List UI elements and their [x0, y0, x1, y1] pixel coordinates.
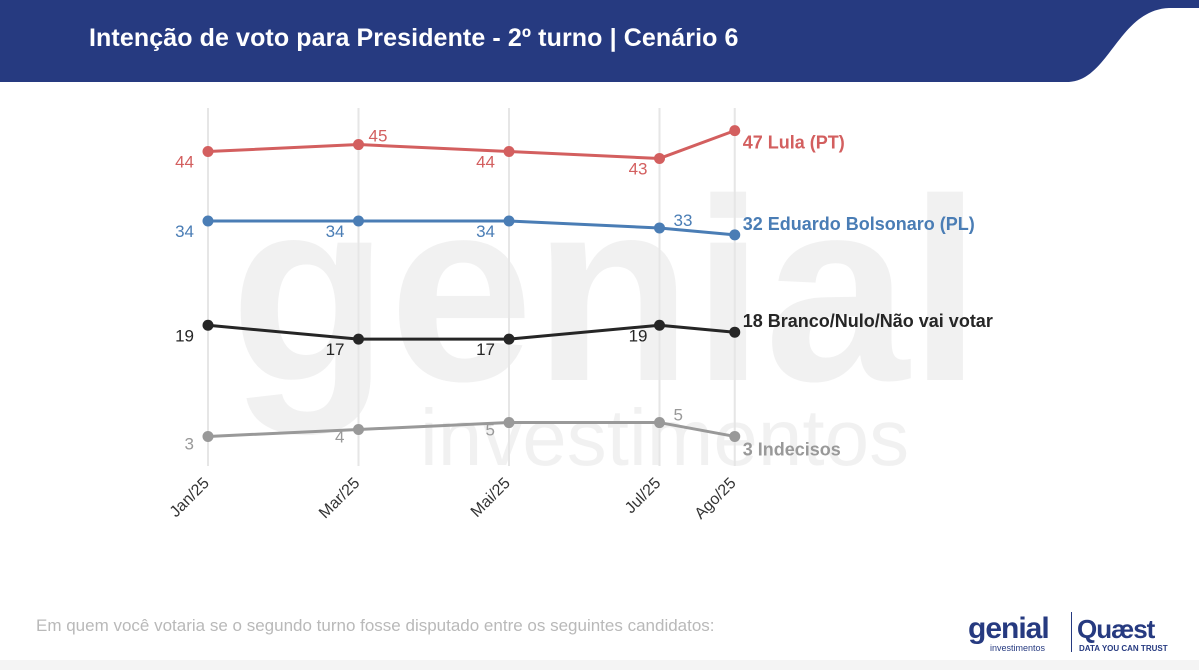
x-tick-label: Jan/25	[167, 475, 213, 521]
data-point	[654, 417, 665, 429]
data-label: 34	[175, 222, 194, 241]
survey-question: Em quem você votaria se o segundo turno …	[36, 616, 715, 635]
data-point	[503, 417, 515, 429]
logo-divider	[1071, 612, 1072, 652]
x-tick-label: Mar/25	[316, 475, 363, 522]
header-wave-decoration	[1069, 8, 1199, 82]
data-point	[729, 430, 741, 442]
quaest-logo: Quæst DATA YOU CAN TRUST	[1077, 612, 1169, 656]
data-label: 34	[326, 222, 345, 241]
data-label: 34	[476, 222, 495, 241]
data-label: 44	[175, 153, 194, 172]
data-label: 45	[369, 127, 388, 146]
series-end-label: 3 Indecisos	[743, 439, 841, 459]
quaest-logo-text: Quæst	[1077, 614, 1155, 644]
series-line	[207, 129, 736, 160]
series-end-label: 32 Eduardo Bolsonaro (PL)	[743, 214, 975, 234]
data-point	[729, 326, 741, 338]
data-point	[353, 424, 364, 435]
data-label: 5	[486, 421, 495, 440]
data-label: 44	[476, 153, 495, 172]
data-point	[654, 319, 665, 331]
data-point	[202, 319, 214, 331]
data-label: 33	[674, 211, 693, 230]
data-label: 17	[326, 340, 345, 359]
data-point	[202, 430, 214, 442]
data-point	[353, 333, 364, 345]
data-label: 43	[629, 159, 648, 178]
genial-logo: genial investimentos	[968, 612, 1064, 656]
data-point	[202, 215, 214, 227]
bottom-strip	[0, 660, 1199, 670]
header-bar: Intenção de voto para Presidente - 2º tu…	[0, 0, 1199, 82]
data-point	[503, 333, 515, 345]
data-label: 19	[175, 326, 194, 345]
genial-logo-text: genial	[968, 612, 1050, 645]
data-point	[503, 215, 515, 227]
data-label: 4	[335, 428, 344, 447]
data-point	[654, 222, 665, 234]
data-label: 19	[629, 326, 648, 345]
genial-logo-subtext: investimentos	[990, 643, 1046, 653]
data-label: 3	[185, 434, 194, 453]
watermark-logo: genial investimentos	[230, 180, 970, 480]
data-label: 17	[476, 340, 495, 359]
x-tick-label: Jul/25	[622, 475, 664, 517]
data-point	[202, 146, 214, 157]
page-title: Intenção de voto para Presidente - 2º tu…	[89, 24, 739, 52]
data-point	[729, 229, 741, 241]
svg-text:investimentos: investimentos	[420, 393, 909, 480]
data-point	[654, 152, 665, 164]
series-end-label: 18 Branco/Nulo/Não vai votar	[743, 311, 993, 331]
series-end-label: 47 Lula (PT)	[743, 133, 845, 153]
data-label: 5	[674, 406, 683, 425]
x-tick-label: Mai/25	[468, 475, 514, 521]
data-point	[353, 139, 364, 151]
x-tick-label: Ago/25	[692, 475, 740, 523]
quaest-logo-subtext: DATA YOU CAN TRUST	[1079, 644, 1168, 653]
data-point	[729, 125, 741, 137]
data-point	[353, 215, 364, 227]
data-point	[503, 146, 515, 157]
